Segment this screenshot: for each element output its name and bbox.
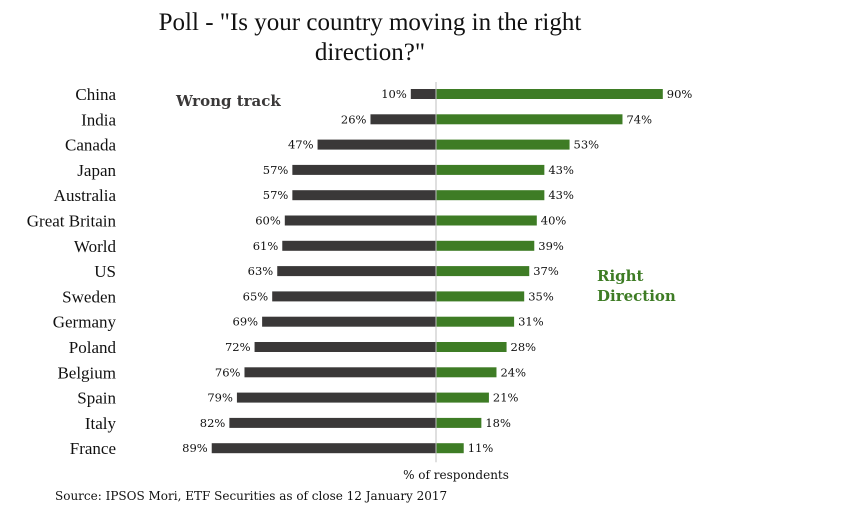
category-label-us: US (94, 262, 116, 281)
value-label-right-direction-spain: 21% (493, 391, 519, 405)
annotation-right-direction-line-1: Right (597, 267, 644, 285)
bar-wrong-track-japan (292, 164, 436, 175)
category-label-belgium: Belgium (57, 363, 116, 382)
value-label-right-direction-world: 39% (538, 239, 564, 253)
labels-layer: China 10% 90% India 26% 74% Canada 47% 53% Japan 5… (27, 85, 693, 482)
value-label-wrong-track-world: 61% (253, 239, 279, 253)
bar-right-direction-india (436, 114, 623, 125)
bar-right-direction-canada (436, 139, 570, 150)
value-label-right-direction-sweden: 35% (528, 289, 554, 303)
value-label-right-direction-us: 37% (533, 264, 559, 278)
category-label-australia: Australia (54, 186, 117, 205)
bar-wrong-track-spain (236, 392, 436, 403)
value-label-right-direction-canada: 53% (574, 138, 600, 152)
bar-wrong-track-france (211, 443, 436, 454)
category-label-china: China (75, 85, 116, 104)
category-label-canada: Canada (65, 136, 116, 155)
bar-wrong-track-italy (229, 417, 436, 428)
value-label-wrong-track-poland: 72% (225, 340, 251, 354)
x-axis-label: % of respondents (403, 468, 509, 482)
bar-right-direction-china (436, 89, 663, 99)
value-label-wrong-track-spain: 79% (207, 391, 233, 405)
bar-right-direction-spain (436, 392, 489, 403)
bar-wrong-track-india (370, 114, 436, 125)
category-label-germany: Germany (53, 313, 117, 332)
annotation-wrong-track: Wrong track (175, 92, 281, 110)
bar-wrong-track-great-britain (284, 215, 436, 226)
value-label-wrong-track-belgium: 76% (215, 365, 241, 379)
bar-right-direction-germany (436, 316, 515, 327)
bar-right-direction-poland (436, 342, 507, 352)
value-label-wrong-track-japan: 57% (263, 163, 289, 177)
bar-right-direction-australia (436, 190, 545, 201)
category-label-sweden: Sweden (62, 287, 116, 306)
value-label-right-direction-france: 11% (468, 441, 494, 455)
value-label-right-direction-australia: 43% (548, 188, 574, 202)
source-note: Source: IPSOS Mori, ETF Securities as of… (55, 489, 448, 503)
value-label-right-direction-china: 90% (667, 87, 693, 101)
value-label-right-direction-japan: 43% (548, 163, 574, 177)
value-label-right-direction-india: 74% (626, 112, 652, 126)
bar-wrong-track-belgium (244, 367, 436, 378)
bar-right-direction-japan (436, 164, 545, 175)
bar-right-direction-sweden (436, 291, 525, 302)
bar-wrong-track-poland (254, 342, 436, 352)
category-label-india: India (81, 110, 116, 129)
value-label-wrong-track-france: 89% (182, 441, 208, 455)
value-label-wrong-track-great-britain: 60% (255, 214, 281, 228)
value-label-right-direction-great-britain: 40% (541, 214, 567, 228)
category-label-poland: Poland (69, 338, 117, 357)
bars-layer (211, 89, 663, 454)
bar-wrong-track-china (410, 89, 436, 99)
value-label-wrong-track-china: 10% (381, 87, 407, 101)
bar-wrong-track-world (282, 240, 436, 251)
value-label-wrong-track-germany: 69% (233, 315, 259, 329)
value-label-wrong-track-sweden: 65% (243, 289, 269, 303)
bar-right-direction-italy (436, 417, 482, 428)
value-label-wrong-track-india: 26% (341, 112, 367, 126)
chart-title-line-1: Poll - "Is your country moving in the ri… (158, 9, 582, 36)
value-label-wrong-track-italy: 82% (200, 416, 226, 430)
bar-wrong-track-sweden (272, 291, 436, 302)
bar-wrong-track-germany (262, 316, 436, 327)
category-label-world: World (74, 237, 117, 256)
category-label-spain: Spain (77, 389, 116, 408)
chart-title-line-2: direction?" (314, 39, 426, 66)
value-label-right-direction-italy: 18% (485, 416, 511, 430)
bar-right-direction-belgium (436, 367, 497, 378)
value-label-wrong-track-australia: 57% (263, 188, 289, 202)
category-label-japan: Japan (77, 161, 116, 180)
category-label-france: France (70, 439, 116, 458)
value-label-wrong-track-us: 63% (248, 264, 274, 278)
bar-wrong-track-canada (317, 139, 436, 150)
category-label-italy: Italy (85, 414, 117, 433)
category-label-great-britain: Great Britain (27, 212, 117, 231)
bar-wrong-track-australia (292, 190, 436, 201)
bar-right-direction-us (436, 266, 530, 277)
bar-right-direction-great-britain (436, 215, 537, 226)
value-label-wrong-track-canada: 47% (288, 138, 314, 152)
value-label-right-direction-poland: 28% (511, 340, 537, 354)
value-label-right-direction-belgium: 24% (500, 365, 526, 379)
bar-wrong-track-us (277, 266, 436, 277)
value-label-right-direction-germany: 31% (518, 315, 544, 329)
annotation-right-direction-line-2: Direction (597, 287, 676, 305)
bar-right-direction-france (436, 443, 464, 454)
chart-title: Poll - "Is your country moving in the ri… (90, 8, 650, 68)
bar-right-direction-world (436, 240, 535, 251)
